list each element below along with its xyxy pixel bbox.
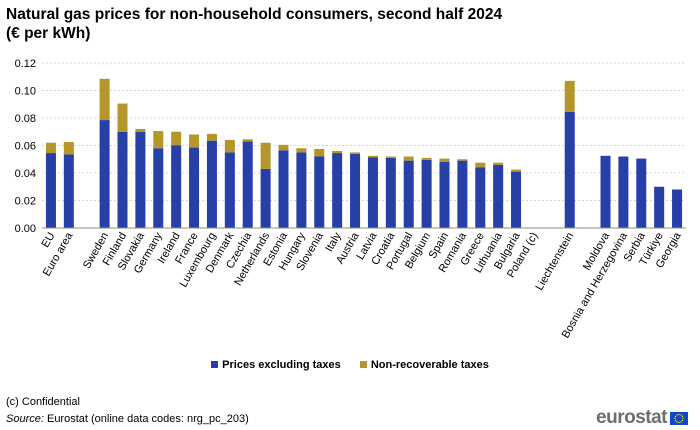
flag-star (678, 413, 680, 415)
bar-tax (350, 152, 361, 154)
legend-item-base: Prices excluding taxes (211, 359, 341, 371)
bar-tax (189, 134, 200, 148)
bar-base (117, 131, 128, 228)
legend-item-tax: Non-recoverable taxes (359, 359, 489, 371)
footnote: (c) Confidential (6, 396, 80, 408)
bar-base (260, 168, 271, 228)
bar-base (600, 155, 611, 228)
bar-base (189, 147, 200, 228)
bar-tax (475, 162, 486, 168)
y-tick-label: 0.06 (15, 141, 36, 153)
eurostat-logo-text: eurostat (596, 407, 667, 428)
flag-star (681, 419, 684, 421)
flag-star (674, 415, 677, 417)
flag-star (674, 419, 677, 421)
eurostat-logo: eurostat (596, 407, 688, 429)
bar-base (171, 145, 182, 228)
y-tick-label: 0.10 (15, 86, 36, 98)
bar-tax (171, 131, 182, 146)
bar-tax (314, 148, 325, 157)
bar-base (314, 156, 325, 228)
bar-tax (63, 142, 74, 155)
chart-title-line-1: Natural gas prices for non-household con… (6, 6, 503, 23)
bar-base (403, 160, 414, 228)
y-tick-label: 0.04 (15, 168, 36, 180)
flag-star (678, 421, 680, 423)
legend: Prices excluding taxes Non-recoverable t… (0, 359, 700, 371)
flag-star (680, 413, 682, 416)
bar-base (636, 158, 647, 228)
bar-base (63, 154, 74, 228)
flag-star (680, 420, 682, 423)
bar-base (45, 153, 56, 228)
bar-base (618, 156, 629, 228)
bar-base (421, 159, 432, 228)
bar-base (439, 162, 450, 228)
bar-tax (403, 156, 414, 161)
y-tick-label: 0.02 (15, 196, 36, 208)
bar-tax (493, 162, 504, 165)
bar-tax (511, 169, 522, 172)
legend-label-base: Prices excluding taxes (222, 359, 341, 371)
bar-base (278, 150, 289, 228)
bar-base (385, 157, 396, 228)
bar-tax (332, 151, 343, 154)
bar-base (564, 111, 575, 228)
eu-flag-icon (670, 411, 688, 425)
flag-star (676, 420, 678, 423)
bar-tax (45, 142, 56, 154)
flag-star (682, 417, 684, 419)
bar-base (224, 152, 235, 228)
flag-star (681, 415, 684, 417)
bar-base (457, 160, 468, 228)
bar-base (350, 153, 361, 228)
bar-base (99, 120, 110, 228)
chart-title: Natural gas prices for non-household con… (6, 5, 646, 43)
bar-tax (421, 157, 432, 160)
y-tick-label: 0.08 (15, 113, 36, 125)
bar-tax (135, 129, 146, 132)
y-tick-label: 0.00 (15, 223, 36, 235)
bar-tax (564, 80, 575, 112)
bar-tax (385, 156, 396, 158)
source-note: Source: Eurostat (online data codes: nrg… (6, 413, 249, 425)
bar-tax (367, 155, 378, 158)
bar-base (332, 153, 343, 228)
bar-tax (99, 78, 110, 121)
bar-base (242, 141, 253, 228)
legend-swatch-base (211, 360, 219, 368)
bar-base (672, 189, 683, 228)
bar-tax (260, 142, 271, 169)
bar-base (493, 164, 504, 228)
bar-tax (296, 148, 307, 153)
source-text: Eurostat (online data codes: nrg_pc_203) (43, 413, 249, 425)
chart-title-line-2: (€ per kWh) (6, 25, 91, 42)
flag-star (674, 417, 676, 419)
flag-star (676, 413, 678, 416)
bar-tax (242, 139, 253, 142)
bar-tax (117, 103, 128, 132)
legend-swatch-tax (359, 360, 367, 368)
bar-tax (206, 133, 217, 141)
bar-base (367, 157, 378, 228)
bar-base (206, 140, 217, 228)
x-tick-label: Liechtenstein (534, 231, 577, 293)
bar-base (135, 131, 146, 228)
bar-base (296, 152, 307, 228)
source-prefix: Source: (6, 413, 44, 425)
bar-tax (278, 144, 289, 151)
legend-label-tax: Non-recoverable taxes (370, 359, 489, 371)
bar-base (153, 148, 164, 228)
bar-tax (224, 140, 235, 153)
y-tick-label: 0.12 (15, 58, 36, 70)
bar-base (654, 186, 665, 228)
bar-base (511, 171, 522, 228)
bar-tax (153, 131, 164, 149)
bar-tax (457, 159, 468, 161)
bar-tax (439, 158, 450, 162)
bar-base (475, 167, 486, 228)
